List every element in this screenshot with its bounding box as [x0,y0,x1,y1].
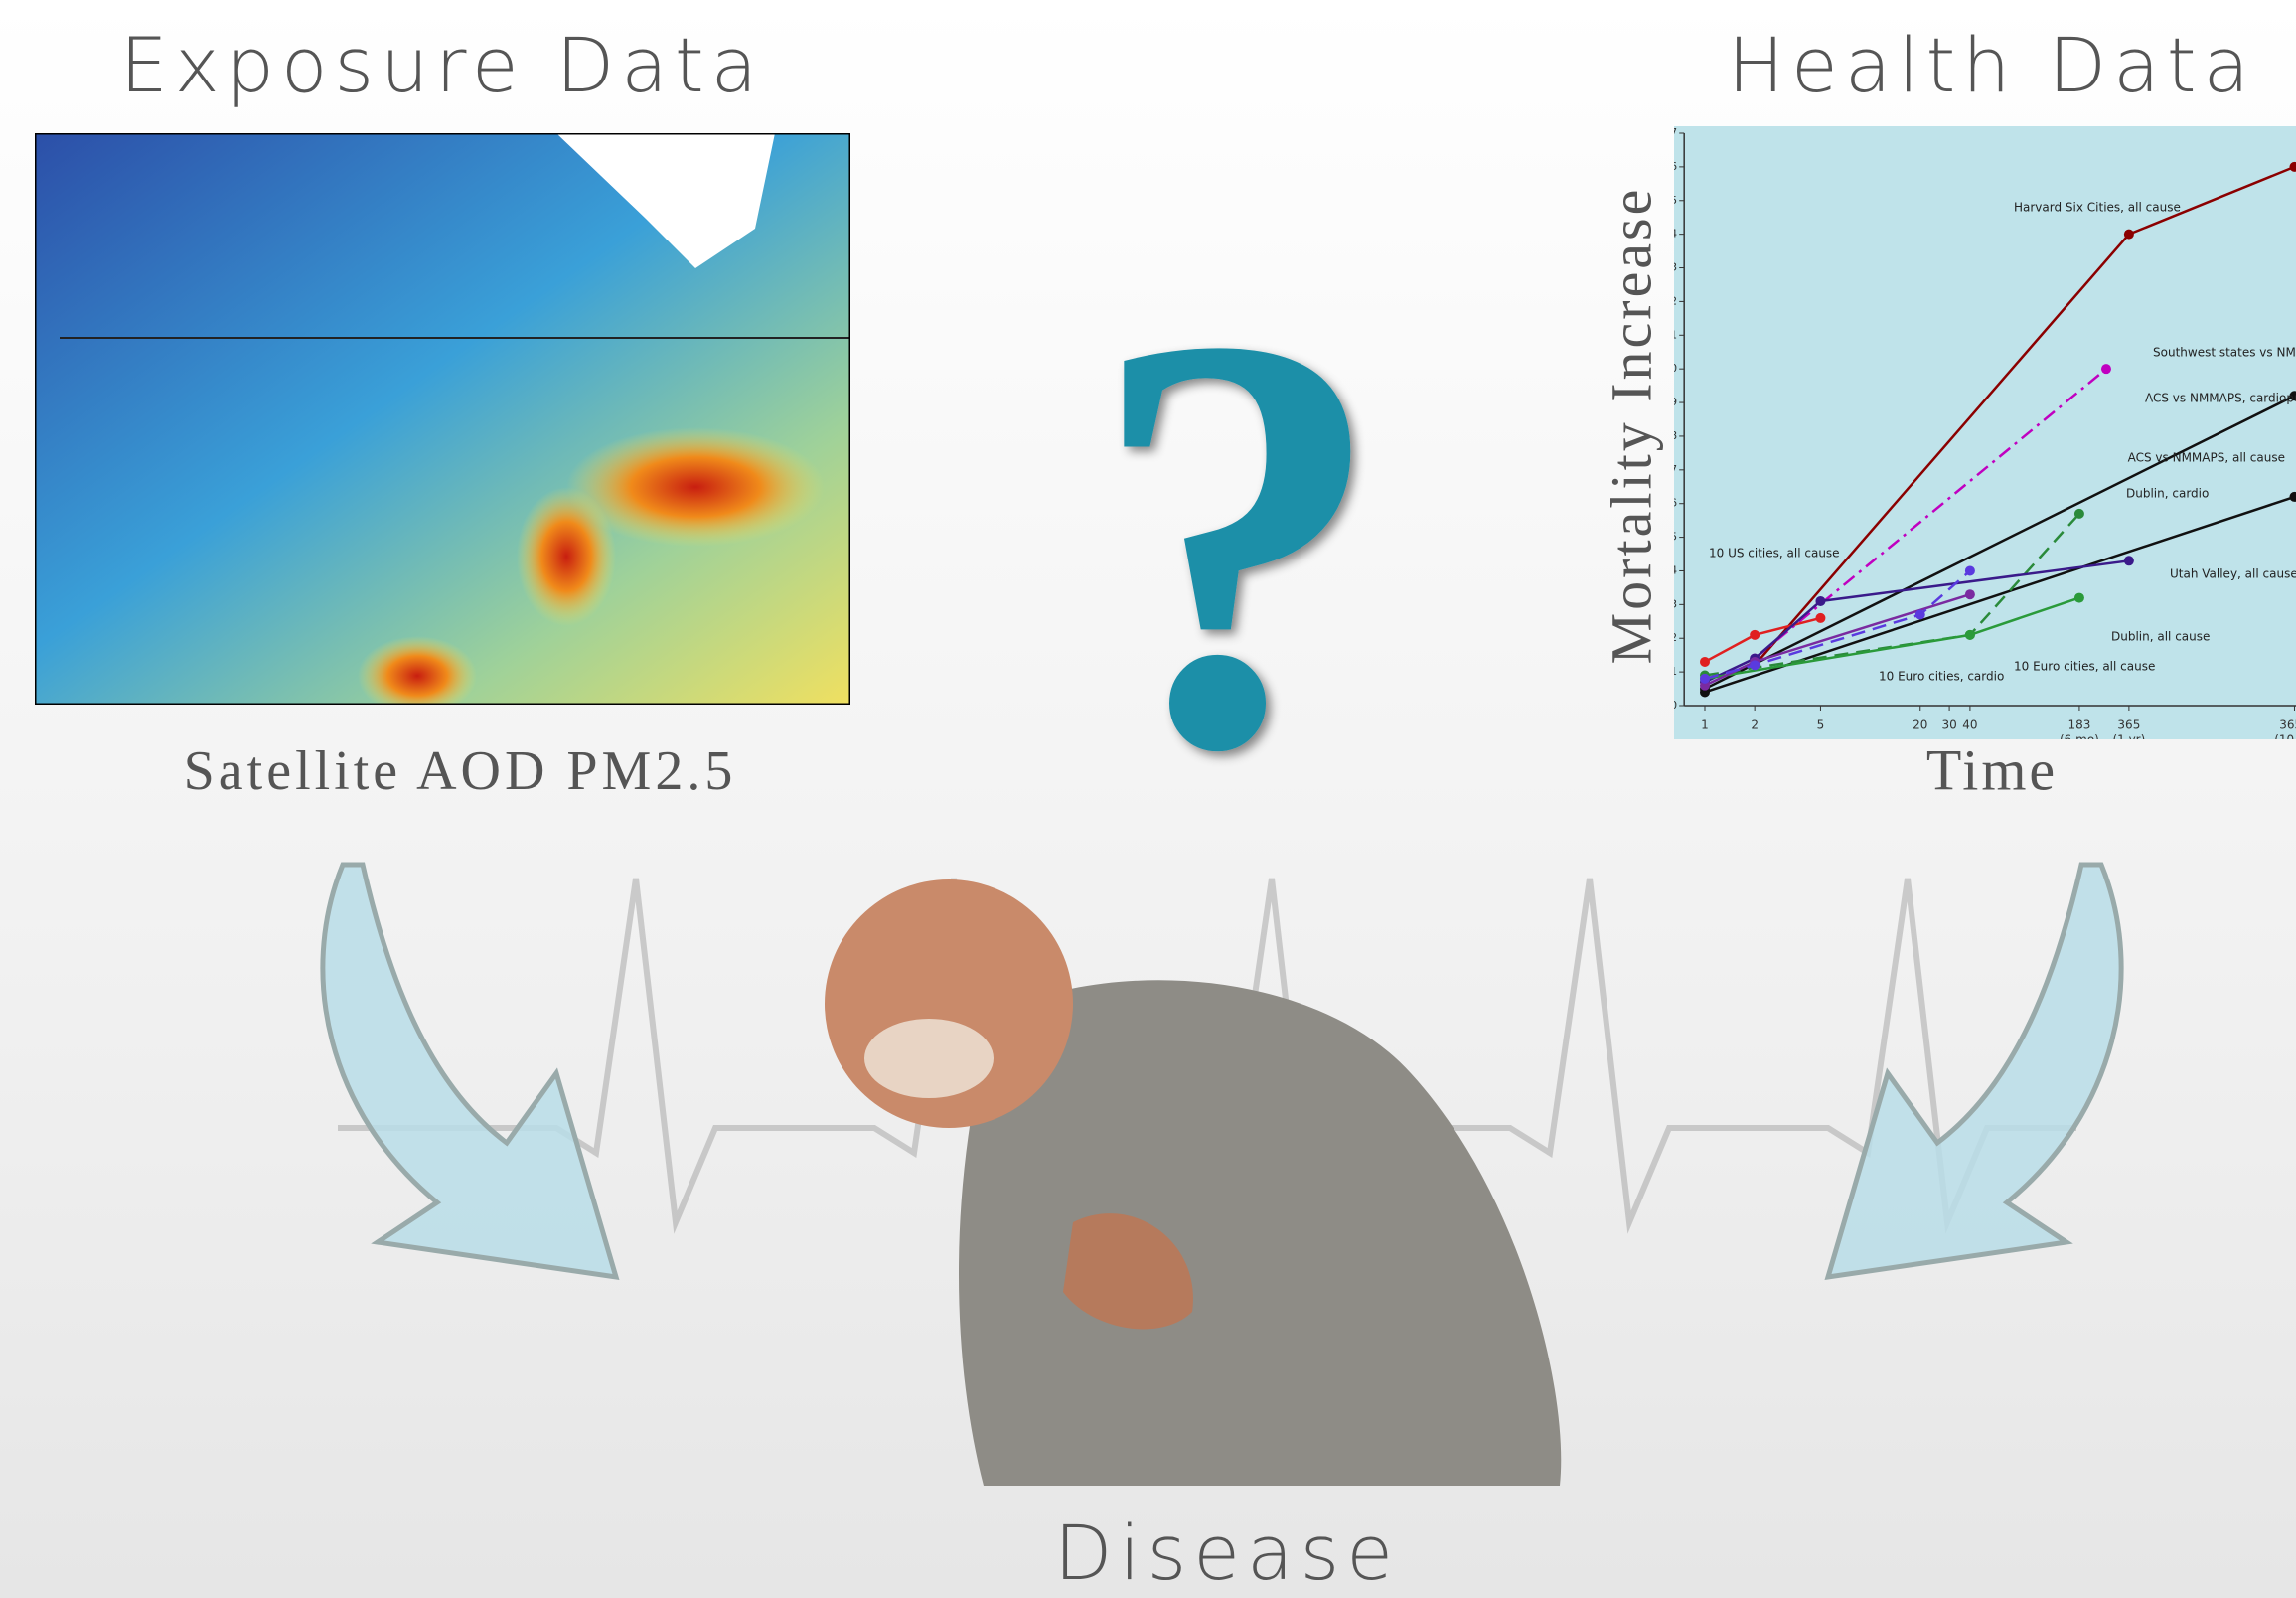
series-label: Utah Valley, all cause [2170,567,2296,581]
y-axis-label: Mortality Increase [1599,187,1663,665]
data-point [1700,674,1710,684]
x-axis-label: Time [1926,737,2058,802]
data-point [1915,610,1925,620]
series-label: 10 Euro cities, all cause [2014,660,2155,674]
exposure-title: Exposure Data [120,21,764,109]
data-point [1965,630,1975,640]
x-tick-label: 20 [1913,719,1927,732]
x-tick-label: 40 [1962,719,1977,732]
exposure-caption: Satellite AOD PM2.5 [184,740,737,802]
data-point [2074,593,2084,603]
exposure-map [35,133,850,716]
series-label: Dublin, all cause [2111,630,2210,644]
x-tick-label: 1 [1701,719,1709,732]
series-label: ACS vs NMMAPS, all cause [2128,451,2285,465]
data-point [2124,230,2134,240]
x-tick-label: 5 [1817,719,1825,732]
series-label: Harvard Six Cities, all cause [2014,201,2181,215]
x-tick-label: 30 [1941,719,1956,732]
data-point [2124,556,2134,565]
series-label: 10 Euro cities, cardio [1879,670,2004,684]
data-point [2074,509,2084,519]
data-point [1965,589,1975,599]
health-chart: 01234567891011121314151617125203040183(6… [1663,126,2296,747]
disease-label: Disease [1054,1509,1400,1597]
data-point [1815,596,1825,606]
x-tick-label: 365 [2117,719,2140,732]
x-tick-label: 2 [1751,719,1759,732]
page: Exposure Data Health Data Satellite AOD … [0,0,2296,1598]
series-label: Southwest states vs NMMAPS, all cause [2153,346,2296,360]
x-tick-label: 183 [2067,719,2090,732]
series-label: 10 US cities, all cause [1709,547,1840,560]
x-tick-label: 3650 [2279,719,2296,732]
data-point [2101,364,2111,374]
series-label: ACS vs NMMAPS, cardiopul. [2145,392,2296,405]
data-point [1750,660,1760,670]
series-label: Dublin, cardio [2126,487,2209,501]
data-point [1815,613,1825,623]
data-point [1700,657,1710,667]
question-mark: ? [1088,212,1386,873]
health-title: Health Data [1728,21,2256,109]
data-point [1750,630,1760,640]
data-point [1965,565,1975,575]
